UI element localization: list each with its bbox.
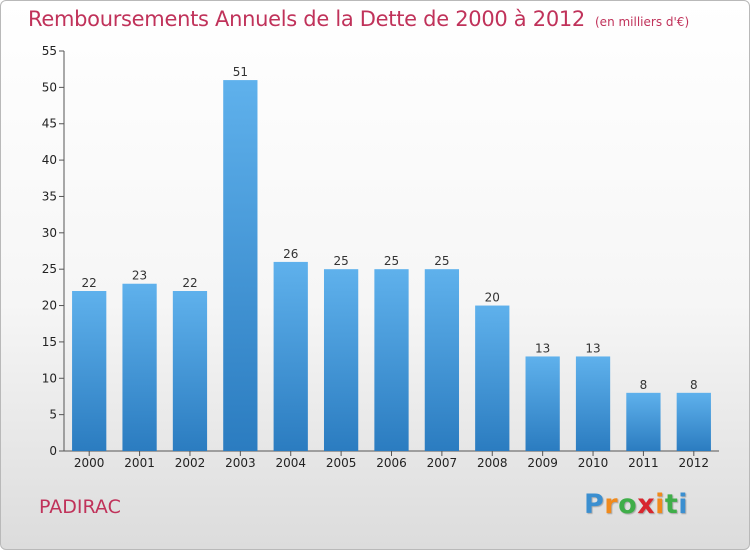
proxiti-logo: Proxiti (584, 489, 688, 520)
y-tick-label: 5 (49, 408, 57, 422)
x-tick-label-2010: 2010 (578, 456, 609, 470)
value-label-2001: 23 (132, 269, 147, 283)
x-tick-label-2012: 2012 (679, 456, 710, 470)
chart-title-text: Remboursements Annuels de la Dette de 20… (28, 7, 585, 31)
y-tick-label: 20 (42, 299, 57, 313)
value-label-2003: 51 (233, 65, 248, 79)
bar-2000 (72, 291, 107, 451)
logo-letter: t (664, 489, 679, 520)
x-tick-label-2004: 2004 (275, 456, 306, 470)
bar-2009 (525, 356, 560, 451)
value-label-2006: 25 (384, 254, 399, 268)
logo-letter: i (655, 489, 665, 520)
chart-title: Remboursements Annuels de la Dette de 20… (28, 7, 689, 31)
x-tick-label-2006: 2006 (376, 456, 407, 470)
bar-2008 (475, 305, 510, 451)
y-tick-label: 10 (42, 371, 57, 385)
y-tick-label: 30 (42, 226, 57, 240)
x-tick-label-2011: 2011 (628, 456, 659, 470)
x-tick-label-2003: 2003 (225, 456, 256, 470)
y-tick-label: 15 (42, 335, 57, 349)
bar-2001 (122, 283, 157, 451)
value-label-2008: 20 (485, 291, 500, 305)
bar-2007 (424, 269, 460, 451)
y-tick-label: 0 (49, 444, 57, 458)
chart-unit: (en milliers d'€) (595, 15, 690, 29)
x-tick-label-2000: 2000 (74, 456, 105, 470)
logo-letter: x (637, 489, 656, 520)
value-label-2002: 22 (182, 276, 197, 290)
value-label-2005: 25 (333, 254, 348, 268)
commune-name: PADIRAC (39, 496, 121, 518)
bar-2010 (575, 356, 611, 451)
x-tick-label-2007: 2007 (427, 456, 458, 470)
bar-2005 (323, 269, 359, 451)
y-tick-label: 35 (42, 189, 57, 203)
bar-2012 (676, 392, 711, 451)
bar-2003 (223, 80, 258, 451)
value-label-2010: 13 (585, 341, 600, 355)
y-tick-label: 50 (42, 80, 57, 94)
x-tick-label-2008: 2008 (477, 456, 508, 470)
bar-2002 (172, 291, 208, 451)
value-label-2012: 8 (690, 378, 698, 392)
value-label-2009: 13 (535, 341, 550, 355)
x-tick-label-2002: 2002 (175, 456, 206, 470)
value-label-2007: 25 (434, 254, 449, 268)
y-tick-label: 45 (42, 117, 57, 131)
value-label-2011: 8 (640, 378, 648, 392)
x-tick-label-2001: 2001 (124, 456, 155, 470)
logo-letter: o (618, 489, 638, 520)
logo-letter: P (584, 489, 605, 520)
bar-2004 (273, 261, 308, 451)
x-tick-label-2009: 2009 (527, 456, 558, 470)
y-tick-label: 40 (42, 153, 57, 167)
bar-2011 (626, 392, 661, 451)
y-tick-label: 25 (42, 262, 57, 276)
x-tick-label-2005: 2005 (326, 456, 357, 470)
logo-letter: r (604, 489, 619, 520)
logo-letter: i (678, 489, 689, 520)
bar-2006 (374, 269, 409, 451)
y-tick-label: 55 (42, 44, 57, 58)
value-label-2000: 22 (82, 276, 97, 290)
value-label-2004: 26 (283, 247, 298, 261)
